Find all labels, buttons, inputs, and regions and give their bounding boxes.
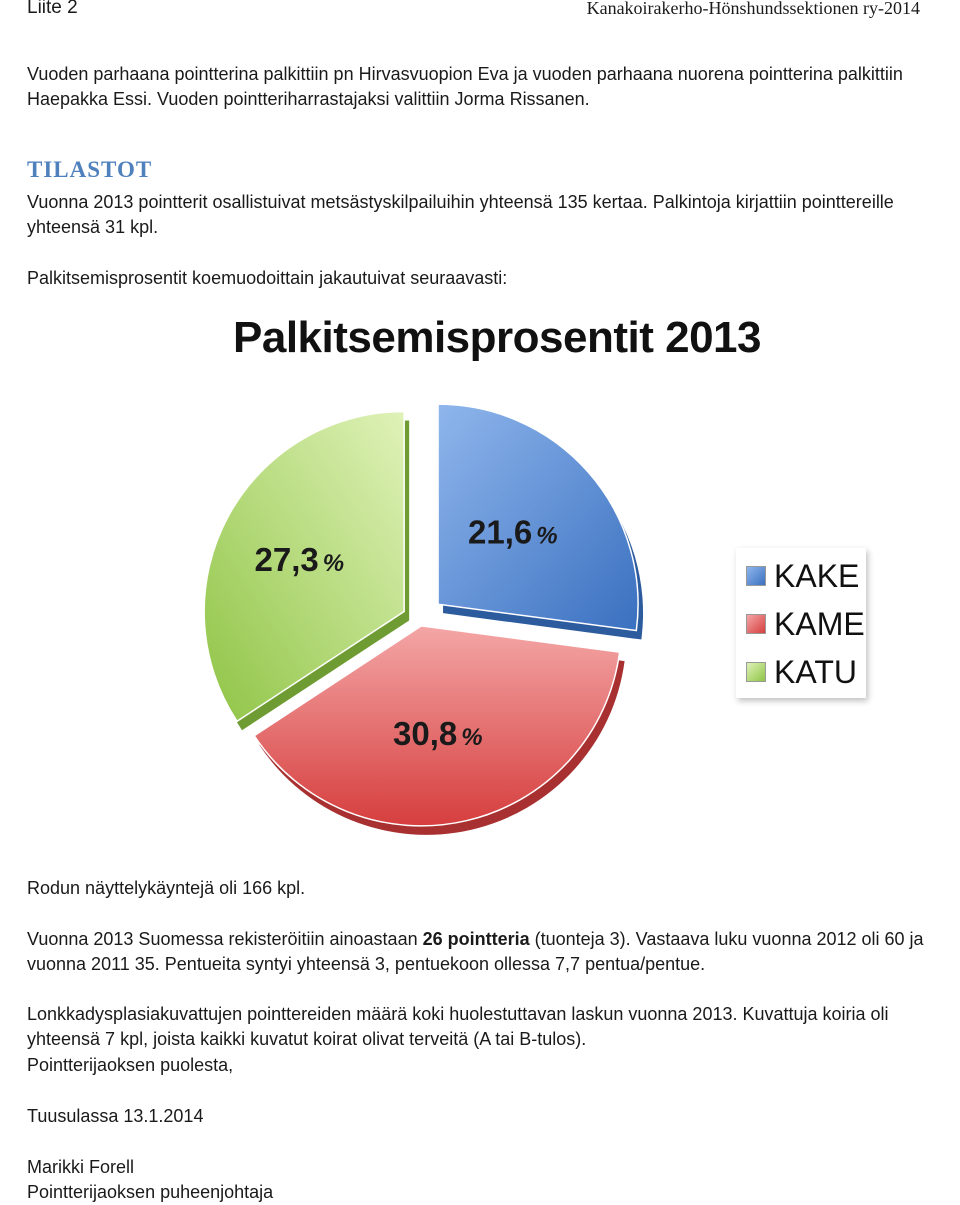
legend-item-katu: KATU	[746, 654, 857, 690]
pie-chart: Palkitsemisprosentit 2013 21,6% 30,8% 27,3…	[100, 305, 960, 870]
registrations-text-end: (tuonteja 3). Vastaava luku vuonna 2012 …	[27, 929, 924, 974]
chart-title: Palkitsemisprosentit 2013	[233, 313, 761, 362]
legend-swatch-katu	[746, 662, 766, 682]
pie-slice-kame	[253, 625, 621, 827]
pie-slice-kake	[437, 403, 639, 632]
closing-line: Pointterijaoksen puolesta,	[27, 1055, 234, 1075]
registrations-text-start: Vuonna 2013 Suomessa rekisteröitiin aino…	[27, 929, 423, 949]
legend-swatch-kame	[746, 614, 766, 634]
awards-paragraph: Vuoden parhaana pointterina palkittiin p…	[27, 64, 903, 109]
hip-dysplasia-paragraph: Lonkkadysplasiakuvattujen pointtereiden …	[27, 1004, 889, 1049]
signer-name: Marikki Forell	[27, 1157, 135, 1177]
legend-swatch-kake	[746, 566, 766, 586]
show-visits-paragraph: Rodun näyttelykäyntejä oli 166 kpl.	[27, 878, 306, 898]
distribution-intro: Palkitsemisprosentit koemuodoittain jaka…	[27, 268, 508, 288]
registrations-count: 26 pointteria	[422, 929, 530, 949]
signer-title: Pointterijaoksen puheenjohtaja	[27, 1182, 274, 1202]
legend-label-katu: KATU	[774, 653, 857, 690]
pie-slice-katu	[203, 410, 405, 723]
legend-item-kake: KAKE	[746, 558, 859, 594]
chart-legend: KAKE KAME KATU	[736, 548, 866, 698]
legend-label-kake: KAKE	[774, 557, 860, 594]
pie-chart-svg: 21,6 %30,8 %27,3%	[203, 403, 644, 835]
attachment-label: Liite 2	[27, 0, 78, 18]
section-heading-statistics: TILASTOT	[27, 157, 153, 182]
registrations-paragraph: Vuonna 2013 Suomessa rekisteröitiin aino…	[27, 927, 932, 977]
place-date: Tuusulassa 13.1.2014	[27, 1106, 204, 1126]
organization-header: Kanakoirakerho-Hönshundssektionen ry-201…	[586, 0, 920, 18]
legend-item-kame: KAME	[746, 606, 865, 642]
legend-label-kame: KAME	[774, 605, 865, 642]
competitions-paragraph: Vuonna 2013 pointterit osallistuivat met…	[27, 192, 894, 237]
